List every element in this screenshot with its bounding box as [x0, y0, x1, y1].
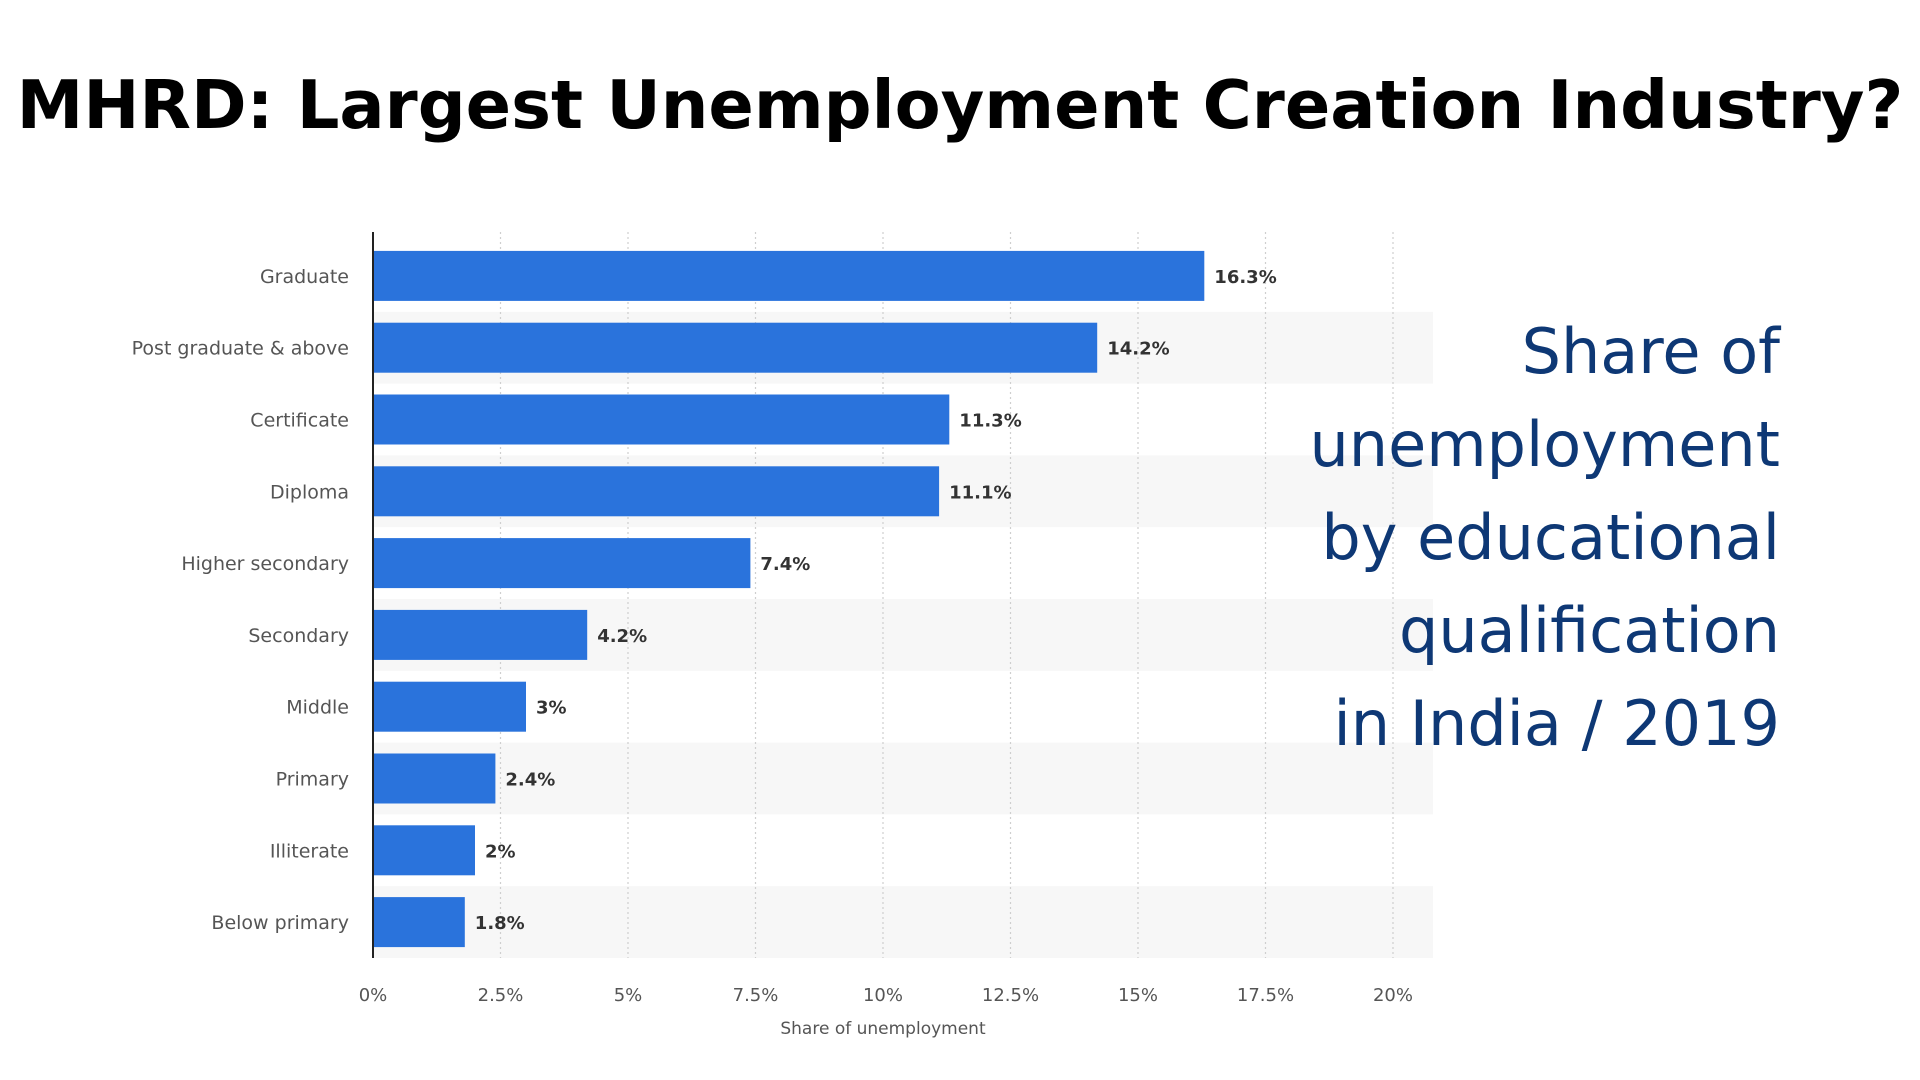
category-label: Middle: [286, 697, 349, 719]
bar: [373, 250, 1205, 301]
bar: [373, 609, 588, 660]
data-label: 1.8%: [475, 913, 525, 934]
bar: [373, 394, 950, 445]
bar: [373, 322, 1098, 373]
x-tick-label: 15%: [1118, 985, 1158, 1006]
category-label: Graduate: [260, 266, 349, 288]
data-label: 16.3%: [1214, 267, 1276, 288]
data-label: 4.2%: [597, 626, 647, 647]
caption-line: in India / 2019: [1333, 687, 1780, 760]
caption-line: Share of: [1521, 315, 1780, 388]
category-label: Diploma: [270, 481, 349, 503]
chart-caption: Share of unemployment by educational qua…: [1240, 305, 1780, 770]
x-tick-label: 10%: [863, 985, 903, 1006]
category-label: Below primary: [211, 912, 349, 934]
x-tick-label: 12.5%: [982, 985, 1039, 1006]
x-tick-label: 2.5%: [478, 985, 524, 1006]
bar: [373, 897, 465, 948]
category-label: Illiterate: [270, 840, 349, 862]
x-tick-label: 20%: [1373, 985, 1413, 1006]
caption-line: unemployment: [1309, 408, 1780, 481]
category-label: Higher secondary: [181, 553, 349, 575]
x-axis-label: Share of unemployment: [780, 1019, 986, 1039]
category-label: Primary: [276, 769, 349, 791]
bar: [373, 825, 475, 876]
category-label: Certificate: [250, 410, 349, 432]
x-tick-label: 17.5%: [1237, 985, 1294, 1006]
page-title: MHRD: Largest Unemployment Creation Indu…: [16, 66, 1904, 144]
bar: [373, 681, 526, 732]
data-label: 14.2%: [1107, 339, 1169, 360]
bar: [373, 538, 751, 589]
bar: [373, 466, 940, 517]
data-label: 11.1%: [949, 482, 1011, 503]
row-band: [373, 742, 1433, 815]
data-label: 2.4%: [505, 770, 555, 791]
data-label: 7.4%: [760, 554, 810, 575]
bar: [373, 753, 496, 804]
data-label: 2%: [485, 841, 516, 862]
category-label: Post graduate & above: [132, 338, 349, 360]
category-label: Secondary: [248, 625, 349, 647]
data-label: 3%: [536, 698, 567, 719]
x-tick-label: 7.5%: [733, 985, 779, 1006]
row-band: [373, 886, 1433, 958]
caption-line: by educational: [1321, 501, 1780, 574]
x-tick-label: 5%: [614, 985, 643, 1006]
caption-line: qualification: [1399, 594, 1780, 667]
data-label: 11.3%: [959, 411, 1021, 432]
x-tick-label: 0%: [359, 985, 388, 1006]
